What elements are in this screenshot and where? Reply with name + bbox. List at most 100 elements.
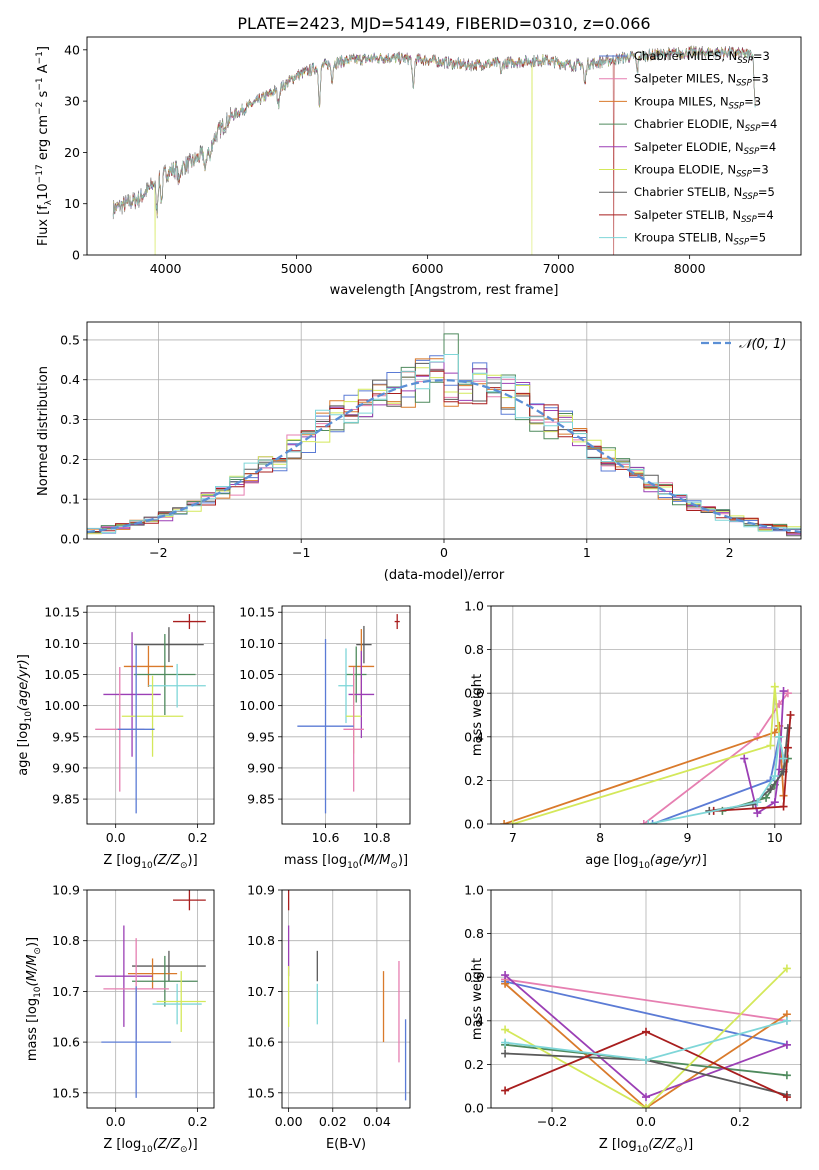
x-tick-label: 8000 (674, 261, 706, 276)
text: −1 (35, 77, 45, 90)
y-axis-label: Normed distribution (36, 366, 51, 496)
y-tick-label: 0.4 (60, 372, 80, 387)
weight-marker-kroupa_stelib (501, 1038, 510, 1047)
subscript: ⊙ (675, 1145, 683, 1155)
x-tick-label: 7 (509, 830, 517, 845)
weight-marker-chabrier_elodie (762, 793, 771, 802)
y-tick-label: 0.2 (60, 452, 80, 467)
weight-marker-kroupa_miles (500, 820, 509, 824)
x-tick-label: 5000 (281, 261, 313, 276)
y-axis-label: mass [log10(M/M⊙)] (25, 937, 43, 1061)
weight-line-kroupa_miles (504, 983, 788, 1108)
text: Salpeter STELIB, N (634, 208, 741, 222)
y-tick-label: 9.85 (52, 792, 80, 807)
weight-marker-salpeter_stelib (642, 1027, 650, 1036)
text: =5 (749, 231, 766, 245)
spectrum-line-kroupa_stelib (112, 47, 756, 217)
text: (age/yr) (650, 853, 702, 868)
weight-marker-kroupa_stelib (642, 1056, 650, 1065)
weight-marker-kroupa_stelib (779, 754, 788, 763)
y-tick-label: 0.8 (464, 926, 484, 941)
weight-line-kroupa_elodie (512, 686, 781, 824)
text: )] (188, 853, 198, 868)
y-tick-label: 9.90 (247, 760, 275, 775)
subscript: SSP (744, 147, 760, 157)
text: age [log (585, 853, 638, 868)
weight-marker-salpeter_stelib (783, 743, 792, 752)
y-tick-label: 0.0 (60, 532, 80, 547)
x-axis-label: Z [log10(Z/Z⊙)] (599, 1137, 693, 1155)
text: )] (398, 853, 408, 868)
y-tick-label: 10.10 (239, 636, 275, 651)
y-tick-label: 1.0 (464, 599, 484, 614)
x-tick-label: 0.0 (106, 1114, 126, 1129)
plots: 4000 5000 6000 7000 8000010203040wavelength … (16, 36, 802, 1155)
x-tick-label: 10 (767, 830, 783, 845)
text: Kroupa ELODIE, N (634, 163, 736, 177)
y-axis-label: Flux [fλ10−17 erg cm−2 s−1 A−1] (35, 46, 54, 246)
plot-area-age_vs_Z (95, 614, 206, 814)
x-tick-label: −2 (149, 545, 167, 560)
x-axis-label: Z [log10(Z/Z⊙)] (103, 853, 197, 871)
axes-frame (281, 605, 411, 825)
legend-label: Salpeter ELODIE, NSSP=4 (634, 140, 776, 157)
x-tick-label: 0.0 (636, 1114, 656, 1129)
axes-mass_vs_Z: 0.0 0.2 10.5 10.6 10.7 10.8 10.9 Z [log10(Z/Z⊙)… (25, 883, 215, 1155)
text: =3 (752, 72, 769, 86)
y-tick-label: 10.9 (247, 883, 275, 898)
text: Chabrier MILES, N (634, 49, 737, 63)
text: Salpeter MILES, N (634, 72, 736, 86)
axes-frame (86, 889, 215, 1109)
weight-marker-salpeter_stelib (782, 1093, 791, 1102)
y-tick-label: 10.9 (52, 883, 80, 898)
weight-marker-salpeter_stelib (501, 1086, 510, 1095)
axes-residual_histogram: −2 −1 0 1 2 0.0 0.1 0.2 0.3 0.4 0.5 𝒩(0, 1) (data-mo… (36, 321, 802, 583)
x-tick-label: 0.2 (730, 1114, 750, 1129)
weight-marker-chabrier_miles (648, 820, 657, 824)
subscript: SSP (734, 238, 750, 248)
text: −17 (35, 164, 45, 183)
legend-label: Kroupa STELIB, NSSP=5 (634, 231, 766, 248)
subscript: 10 (638, 861, 650, 871)
y-tick-label: 0.6 (464, 686, 484, 701)
x-tick-label: 0.00 (275, 1114, 303, 1129)
y-tick-label: 0.2 (464, 1057, 484, 1072)
weight-marker-kroupa_miles (501, 979, 510, 988)
weight-marker-kroupa_stelib (775, 732, 784, 741)
subscript: SSP (741, 215, 757, 225)
weight-marker-kroupa_stelib (782, 1016, 791, 1025)
text: )] (188, 1137, 198, 1152)
legend-label: Chabrier MILES, NSSP=3 (634, 49, 770, 66)
text: Kroupa MILES, N (634, 94, 729, 108)
y-tick-label: 10.00 (239, 698, 275, 713)
axes-mass_vs_EBV: 0.00 0.02 0.04 10.5 10.6 10.7 10.8 10.9 E(B-V) (247, 883, 411, 1152)
text: (Z/Z (153, 853, 181, 868)
x-axis-label: Z [log10(Z/Z⊙)] (103, 1137, 197, 1155)
text: ] (702, 853, 707, 868)
text: ] (16, 654, 31, 659)
histogram-kroupa_stelib (87, 354, 801, 539)
normal-curve (87, 379, 801, 534)
axes-frame (490, 605, 802, 825)
text: =5 (758, 185, 775, 199)
subscript: 10 (24, 711, 34, 723)
x-tick-label: 0.2 (188, 1114, 208, 1129)
text: Chabrier STELIB, N (634, 185, 742, 199)
weight-marker-salpeter_miles (639, 820, 648, 824)
subscript: 10 (637, 1145, 649, 1155)
x-tick-label: 8 (596, 830, 604, 845)
plot-area-mass_vs_Z (95, 890, 206, 1098)
weight-marker-chabrier_stelib (501, 1049, 510, 1058)
weight-marker-salpeter_elodie (779, 687, 788, 696)
text: A (36, 64, 51, 77)
y-tick-label: 40 (64, 42, 80, 57)
figure-title: PLATE=2423, MJD=54149, FIBERID=0310, z=0… (237, 14, 650, 33)
y-axis-label: age [log10(age/yr)] (16, 654, 34, 776)
text: erg cm (36, 115, 51, 164)
axes-mass_weight_vs_Z: −0.2 0.0 0.2 0.0 0.2 0.4 0.6 0.8 1.0 mass weight Z… (464, 883, 802, 1155)
subscript: 10 (347, 861, 359, 871)
x-tick-label: −0.2 (537, 1114, 567, 1129)
x-tick-label: 7000 (543, 261, 575, 276)
text: (Z/Z (648, 1137, 676, 1152)
